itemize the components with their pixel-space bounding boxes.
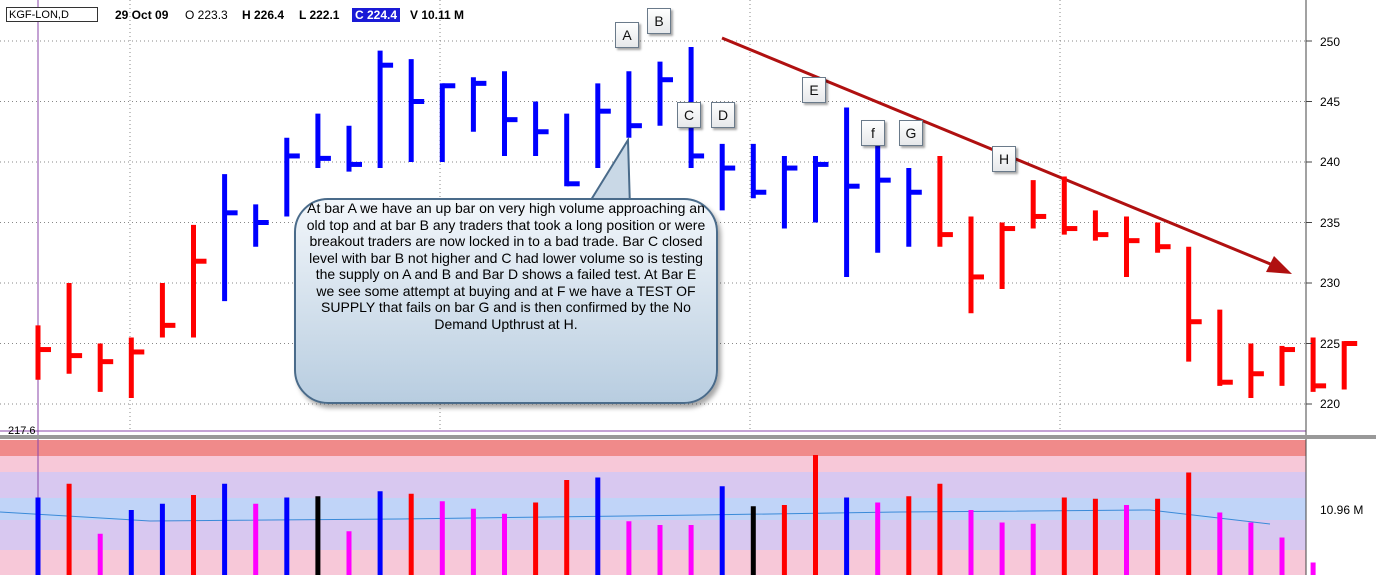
annotation-label-h: H bbox=[992, 146, 1016, 172]
header-low: L 222.1 bbox=[299, 8, 340, 22]
price-tick: 220 bbox=[1320, 397, 1341, 411]
price-bars bbox=[35, 47, 1358, 398]
symbol-box[interactable]: KGF-LON,D bbox=[6, 7, 98, 22]
price-tick: 225 bbox=[1320, 337, 1341, 351]
price-tick: 240 bbox=[1320, 155, 1341, 169]
price-tick: 245 bbox=[1320, 95, 1341, 109]
volume-band bbox=[0, 440, 1306, 456]
trend-arrowhead bbox=[1266, 256, 1292, 274]
annotation-label-e: E bbox=[802, 77, 826, 103]
price-tick: 230 bbox=[1320, 276, 1341, 290]
volume-average-line bbox=[0, 509, 1271, 525]
volume-band bbox=[0, 456, 1306, 472]
volume-band bbox=[0, 472, 1306, 498]
volume-axis-label: 10.96 M bbox=[1320, 503, 1364, 517]
header-open: O 223.3 bbox=[185, 8, 228, 22]
header-close: C 224.4 bbox=[352, 8, 401, 22]
header-date: 29 Oct 09 bbox=[115, 8, 169, 22]
price-tick: 250 bbox=[1320, 35, 1341, 49]
header-volume: V 10.11 M bbox=[410, 8, 465, 22]
callout-text: At bar A we have an up bar on very high … bbox=[306, 200, 706, 332]
annotation-label-b: B bbox=[647, 8, 671, 34]
annotation-label-d: D bbox=[711, 102, 735, 128]
callout-bubble bbox=[294, 198, 718, 404]
annotation-label-f: f bbox=[861, 120, 885, 146]
annotation-label-c: C bbox=[677, 102, 701, 128]
gridlines bbox=[0, 0, 1306, 575]
annotation-label-g: G bbox=[899, 120, 923, 146]
header-high: H 226.4 bbox=[242, 8, 285, 22]
volume-band-background bbox=[0, 440, 1306, 575]
annotation-label-a: A bbox=[615, 22, 639, 48]
volume-band bbox=[0, 520, 1306, 550]
low-marker-label: 217.6 bbox=[8, 425, 36, 437]
volume-band bbox=[0, 550, 1306, 575]
price-tick: 235 bbox=[1320, 216, 1341, 230]
volume-band bbox=[0, 498, 1306, 520]
volume-bars bbox=[35, 455, 1316, 575]
